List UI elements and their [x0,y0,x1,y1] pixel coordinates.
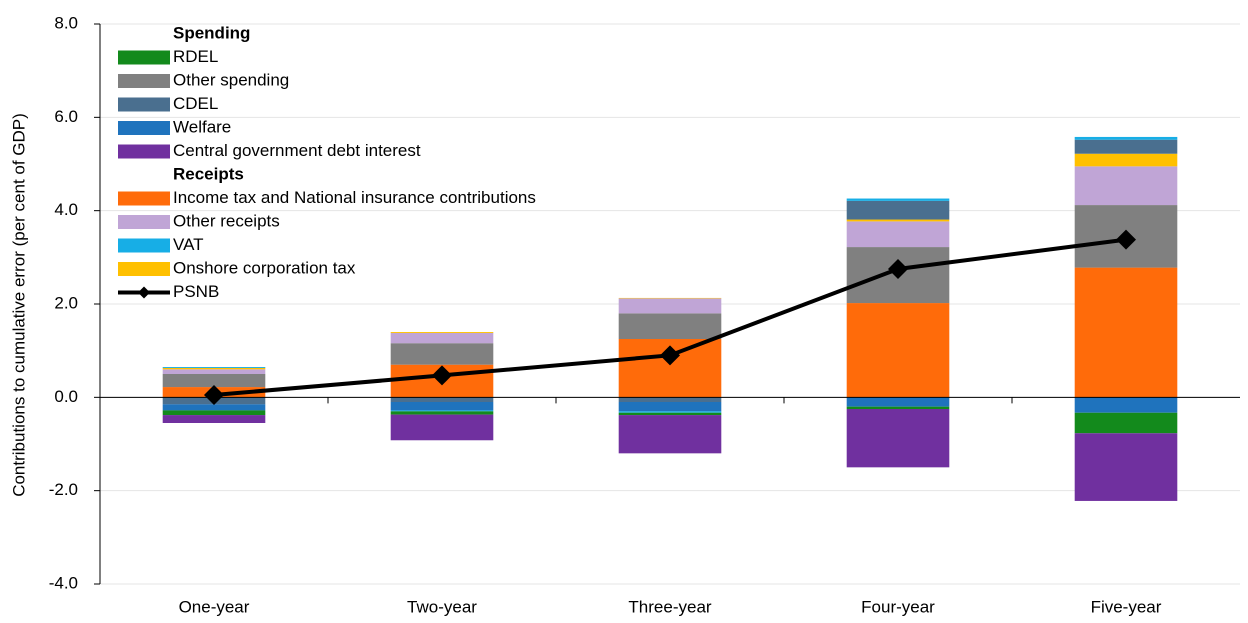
bar-segment [163,410,266,415]
legend-swatch [118,192,170,206]
y-tick-label: -4.0 [49,573,78,592]
x-tick-label: Two-year [407,597,477,616]
bar-segment [619,413,722,415]
x-tick-label: Five-year [1091,597,1162,616]
y-tick-label: 8.0 [54,13,78,32]
bar-segment [391,343,494,364]
legend-swatch [118,74,170,88]
legend-swatch [138,287,150,299]
bar-segment [1075,166,1178,205]
legend-label: Other spending [173,70,289,89]
y-axis-label: Contributions to cumulative error (per c… [9,113,28,497]
bar-segment [847,199,950,201]
bar-segment [1075,413,1178,434]
legend-label: Onshore corporation tax [173,258,356,277]
legend-swatch [118,262,170,276]
legend-heading: Receipts [173,164,244,183]
bar-segment [847,201,950,220]
bar-segment [163,369,266,374]
bar-segment [391,410,494,411]
bar-segment [391,411,494,414]
bar-segment [619,402,722,411]
legend-label: RDEL [173,47,218,66]
bar-segment [391,397,494,402]
bar-segment [1075,154,1178,167]
legend-label: VAT [173,235,204,254]
legend-swatch [118,215,170,229]
bar-segment [391,332,494,333]
bar-segment [391,402,494,410]
legend-swatch [118,98,170,112]
bar-segment [847,220,950,222]
bar-segment [847,303,950,397]
bar-segment [619,397,722,402]
legend-swatch [118,145,170,159]
x-tick-label: Four-year [861,597,935,616]
legend-label: Income tax and National insurance contri… [173,188,536,207]
bar-segment [847,221,950,247]
legend-swatch [118,121,170,135]
y-tick-label: 2.0 [54,293,78,312]
y-tick-label: 4.0 [54,200,78,219]
legend-heading: Spending [173,23,250,42]
legend-label: Other receipts [173,211,280,230]
legend-swatch [118,239,170,253]
x-tick-label: Three-year [628,597,711,616]
bar-segment [1075,140,1178,154]
bar-segment [1075,397,1178,412]
bar-segment [619,298,722,313]
bar-segment [847,409,950,467]
bar-segment [163,367,266,368]
bar-segment [391,333,494,343]
legend-label: CDEL [173,94,218,113]
bar-segment [619,415,722,453]
legend-label: Central government debt interest [173,141,421,160]
bar-segment [1075,433,1178,501]
legend-swatch [118,51,170,65]
bar-segment [163,368,266,369]
y-tick-label: 6.0 [54,107,78,126]
bar-segment [1075,268,1178,398]
legend-label: PSNB [173,282,219,301]
bar-segment [163,415,266,423]
bar-segment [1075,137,1178,140]
y-tick-label: -2.0 [49,480,78,499]
bar-segment [619,313,722,339]
y-tick-label: 0.0 [54,387,78,406]
legend-label: Welfare [173,117,231,136]
bar-segment [163,404,266,410]
bar-segment [619,411,722,412]
bar-segment [847,397,950,406]
bar-segment [391,415,494,441]
bar-segment [847,407,950,409]
x-tick-label: One-year [179,597,250,616]
